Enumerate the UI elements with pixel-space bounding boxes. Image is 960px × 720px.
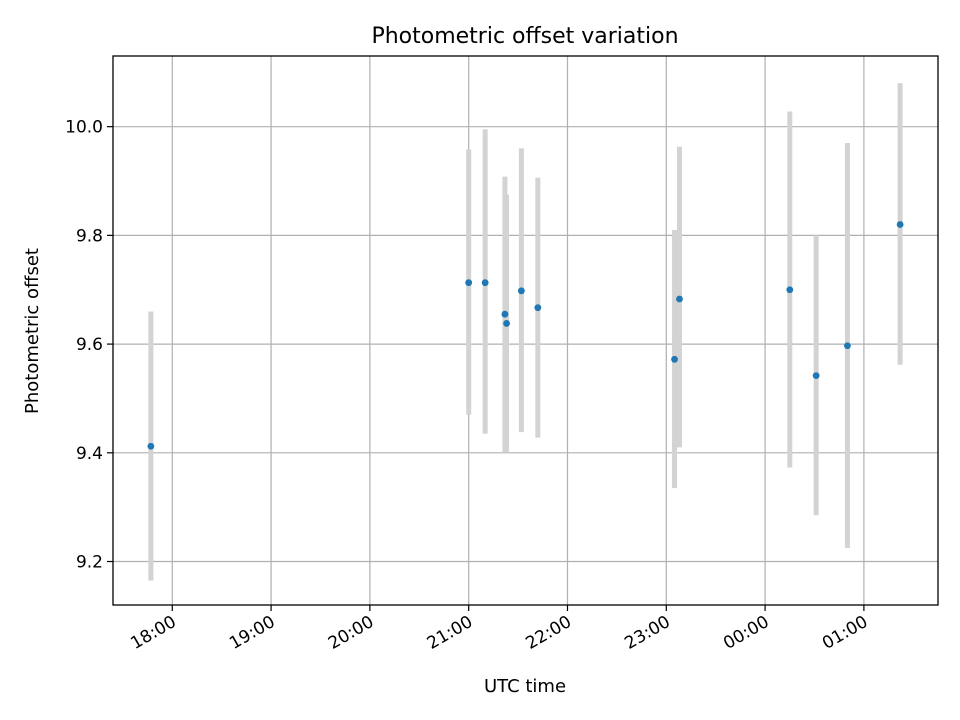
data-point — [671, 355, 678, 363]
x-tick-label: 00:00 — [720, 612, 772, 654]
data-point — [147, 442, 155, 450]
data-point — [786, 286, 794, 294]
point-layer — [147, 221, 904, 450]
plot-frame — [112, 55, 939, 606]
x-tick-label: 21:00 — [424, 612, 476, 654]
data-point — [481, 279, 489, 287]
data-point — [676, 295, 683, 303]
chart-title: Photometric offset variation — [371, 24, 678, 49]
x-tick-label: 22:00 — [523, 612, 575, 654]
data-point — [812, 372, 820, 380]
errorbar-layer — [148, 83, 903, 581]
y-axis-label: Photometric offset — [22, 248, 43, 414]
data-point — [501, 310, 509, 318]
y-tick-label: 9.6 — [76, 335, 103, 355]
x-tick-label: 19:00 — [226, 612, 278, 654]
x-axis-label: UTC time — [484, 676, 566, 697]
y-tick-label: 9.4 — [76, 444, 103, 464]
x-tick-label: 01:00 — [819, 612, 871, 654]
y-tick-label: 9.2 — [76, 553, 103, 573]
x-tick-label: 23:00 — [621, 612, 673, 654]
x-tick-label: 20:00 — [325, 612, 377, 654]
data-point — [844, 342, 851, 350]
data-point — [465, 279, 473, 287]
data-point — [896, 221, 904, 228]
data-point — [503, 320, 510, 327]
y-tick-label: 10.0 — [65, 118, 103, 138]
grid-layer — [113, 56, 938, 605]
data-point — [534, 304, 542, 312]
x-tick-label: 18:00 — [127, 612, 179, 654]
data-point — [517, 287, 525, 295]
y-tick-label: 9.8 — [76, 226, 103, 246]
